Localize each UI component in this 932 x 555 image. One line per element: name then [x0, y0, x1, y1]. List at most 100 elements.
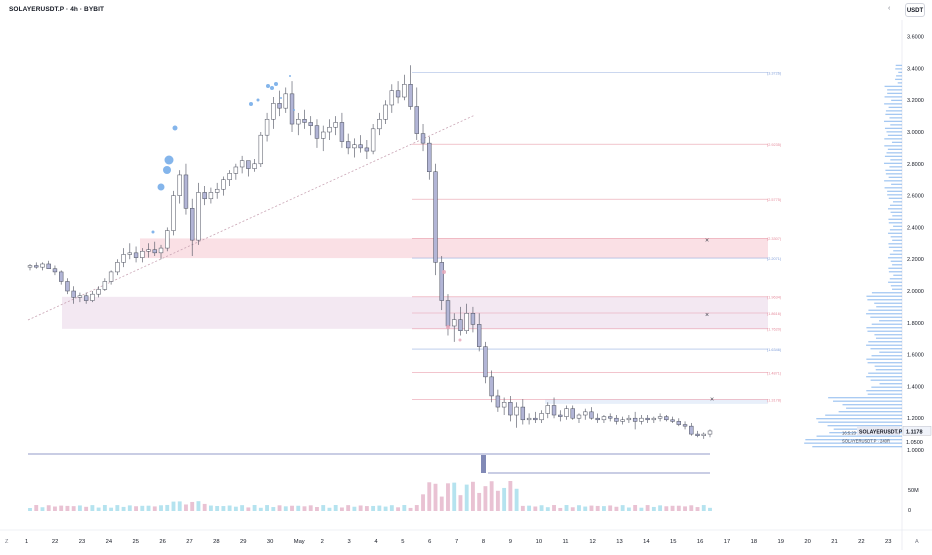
candle-body[interactable]	[514, 406, 519, 416]
candle-body[interactable]	[408, 84, 413, 107]
candle-body[interactable]	[464, 313, 469, 332]
candle-body[interactable]	[701, 433, 706, 436]
candle-body[interactable]	[283, 93, 288, 109]
candle-body[interactable]	[689, 425, 694, 435]
candle-body[interactable]	[414, 106, 419, 134]
candle-body[interactable]	[27, 265, 33, 268]
candle-body[interactable]	[695, 433, 700, 436]
candle-body[interactable]	[383, 104, 388, 120]
candle-body[interactable]	[364, 147, 370, 152]
candle-body[interactable]	[508, 402, 513, 416]
candle-body[interactable]	[601, 416, 607, 421]
auto-scale-button[interactable]: A	[915, 539, 919, 545]
candle-body[interactable]	[676, 421, 681, 425]
candle-body[interactable]	[102, 281, 108, 290]
candle-body[interactable]	[289, 93, 295, 125]
candle-body[interactable]	[545, 405, 550, 414]
candle-body[interactable]	[470, 313, 476, 325]
candle-body[interactable]	[214, 188, 220, 193]
chevron-left-icon[interactable]: ‹	[888, 5, 891, 12]
candle-body[interactable]	[202, 192, 207, 200]
candle-body[interactable]	[483, 346, 488, 378]
candle-body[interactable]	[264, 119, 270, 136]
candle-body[interactable]	[277, 103, 282, 109]
candle-body[interactable]	[476, 324, 482, 347]
candle-body[interactable]	[165, 230, 170, 249]
candle-body[interactable]	[196, 192, 201, 241]
candle-body[interactable]	[489, 376, 494, 397]
candle-body[interactable]	[158, 247, 164, 254]
candle-body[interactable]	[308, 122, 313, 126]
corner-left-letter[interactable]: Z	[5, 539, 9, 545]
candle-body[interactable]	[271, 103, 276, 120]
candle-body[interactable]	[233, 166, 239, 174]
candle-body[interactable]	[420, 133, 426, 144]
candle-body[interactable]	[52, 268, 58, 273]
candle-body[interactable]	[645, 417, 650, 421]
candle-body[interactable]	[657, 416, 663, 419]
candle-body[interactable]	[333, 122, 338, 128]
candle-body[interactable]	[583, 411, 588, 416]
candle-body[interactable]	[133, 252, 139, 258]
candle-body[interactable]	[208, 192, 214, 200]
candle-body[interactable]	[339, 122, 345, 142]
candle-body[interactable]	[389, 90, 395, 106]
candle-body[interactable]	[246, 160, 251, 169]
candle-body[interactable]	[564, 408, 569, 417]
candle-body[interactable]	[239, 160, 245, 168]
candle-body[interactable]	[34, 265, 39, 268]
candle-body[interactable]	[533, 417, 538, 421]
currency-button[interactable]: USDT	[905, 3, 925, 17]
trend-line[interactable]	[27, 114, 476, 321]
candle-body[interactable]	[682, 424, 688, 427]
candle-body[interactable]	[589, 411, 594, 419]
candle-body[interactable]	[576, 414, 582, 419]
candle-body[interactable]	[570, 408, 575, 419]
candle-body[interactable]	[177, 174, 182, 196]
candle-body[interactable]	[539, 413, 544, 421]
candle-body[interactable]	[327, 126, 332, 133]
candle-body[interactable]	[190, 208, 195, 241]
candle-body[interactable]	[221, 179, 226, 190]
candle-body[interactable]	[651, 417, 657, 421]
candle-body[interactable]	[252, 163, 257, 169]
candle-body[interactable]	[115, 262, 120, 273]
candle-body[interactable]	[607, 416, 613, 419]
candle-body[interactable]	[96, 289, 101, 295]
candle-body[interactable]	[620, 419, 625, 422]
candle-body[interactable]	[146, 249, 151, 252]
candle-body[interactable]	[59, 271, 64, 282]
candle-body[interactable]	[670, 419, 675, 422]
candle-body[interactable]	[558, 414, 563, 417]
candle-body[interactable]	[152, 249, 157, 254]
candle-body[interactable]	[321, 131, 326, 139]
candle-body[interactable]	[639, 417, 644, 422]
candle-body[interactable]	[427, 142, 432, 173]
candle-body[interactable]	[632, 417, 638, 422]
candle-body[interactable]	[445, 300, 451, 327]
candle-body[interactable]	[83, 295, 89, 301]
candle-body[interactable]	[707, 430, 713, 435]
candle-body[interactable]	[171, 195, 176, 231]
candle-body[interactable]	[402, 84, 407, 98]
candle-body[interactable]	[65, 281, 70, 292]
candle-body[interactable]	[296, 119, 301, 125]
candle-body[interactable]	[108, 271, 114, 282]
candle-body[interactable]	[227, 173, 232, 180]
candle-body[interactable]	[90, 293, 95, 301]
candle-body[interactable]	[370, 128, 376, 152]
candle-body[interactable]	[664, 416, 669, 421]
candle-body[interactable]	[121, 254, 126, 263]
candle-body[interactable]	[551, 405, 557, 416]
candle-body[interactable]	[614, 417, 619, 422]
candle-body[interactable]	[127, 252, 133, 255]
candle-body[interactable]	[595, 417, 600, 421]
candle-body[interactable]	[377, 119, 382, 130]
candle-body[interactable]	[452, 319, 457, 327]
candle-body[interactable]	[501, 402, 507, 408]
candle-body[interactable]	[46, 263, 51, 269]
candle-body[interactable]	[40, 263, 45, 268]
candle-body[interactable]	[358, 144, 363, 149]
candle-body[interactable]	[183, 174, 189, 209]
